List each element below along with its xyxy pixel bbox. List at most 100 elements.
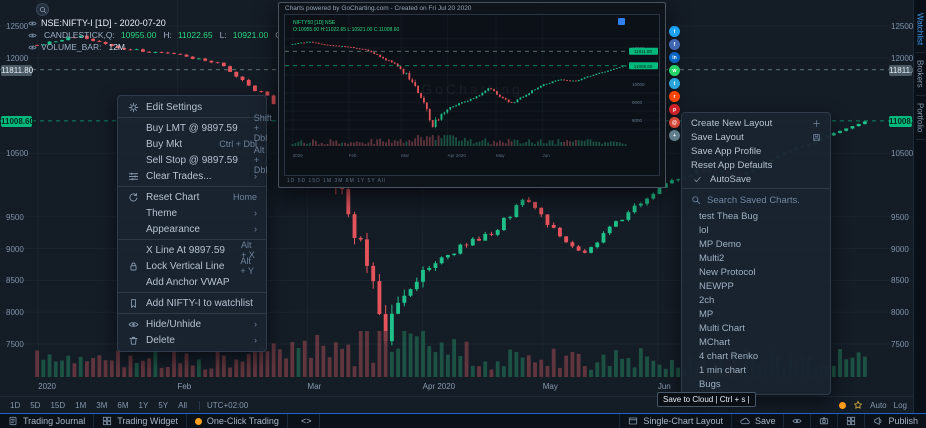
menu-item-buy-mkt[interactable]: Buy Mkt Ctrl + Dbl: [118, 136, 266, 152]
gear-icon-slot: [127, 102, 140, 113]
layout-menu-item-autosave[interactable]: AutoSave: [682, 172, 830, 186]
eye-button[interactable]: [783, 414, 810, 428]
zoom-tool-button[interactable]: [36, 3, 49, 16]
timeframe-3m[interactable]: 3M: [96, 400, 108, 410]
camera-button[interactable]: [810, 414, 837, 428]
timeframe-all[interactable]: All: [178, 400, 188, 410]
menu-item-label: Lock Vertical Line: [146, 260, 225, 272]
favorite-star-icon[interactable]: [853, 400, 863, 410]
menu-item-add-nifty-i-to-watchlist[interactable]: Add NIFTY-I to watchlist: [118, 295, 266, 311]
timeframe-6m[interactable]: 6M: [117, 400, 129, 410]
menu-item-edit-settings[interactable]: Edit Settings: [118, 99, 266, 115]
saved-chart-mp[interactable]: MP: [699, 308, 714, 320]
side-tab-portfolio[interactable]: Portfolio: [915, 96, 925, 141]
share-telegram-icon[interactable]: t: [669, 78, 680, 89]
publish-button[interactable]: Publish: [864, 414, 926, 428]
timeframe-5y[interactable]: 5Y: [158, 400, 169, 410]
saved-chart-mp-demo[interactable]: MP Demo: [699, 238, 742, 250]
timeframe-5d[interactable]: 5D: [30, 400, 41, 410]
eye-icon: [28, 21, 37, 25]
saved-chart-4-chart-renko[interactable]: 4 chart Renko: [699, 350, 759, 362]
high-value: 11022.65: [177, 30, 213, 40]
svg-text:Apr 2020: Apr 2020: [423, 382, 456, 391]
menu-item-sell-stop-9897-59[interactable]: Sell Stop @ 9897.59 Alt + Dbl: [118, 145, 267, 175]
check-icon: [694, 176, 701, 182]
share-reddit-icon[interactable]: r: [669, 91, 680, 102]
saved-chart-1-min-chart[interactable]: 1 min chart: [699, 364, 746, 376]
submenu-arrow-icon: ›: [254, 171, 257, 181]
menu-item-delete[interactable]: Delete ›: [118, 332, 266, 348]
menu-item-label: Clear Trades...: [146, 170, 212, 182]
timeframe-1m[interactable]: 1M: [75, 400, 87, 410]
menu-item-label: Create New Layout: [691, 117, 773, 129]
menu-item-label: Edit Settings: [146, 101, 203, 113]
scale-toggle-log[interactable]: Log: [893, 400, 907, 410]
eye-icon[interactable]: [28, 31, 37, 40]
trading-journal-button[interactable]: Trading Journal: [0, 414, 95, 428]
camera-icon-slot: [819, 416, 829, 426]
share-whatsapp-icon[interactable]: w: [669, 65, 680, 76]
share-facebook-icon[interactable]: f: [669, 39, 680, 50]
trading-widget-button[interactable]: Trading Widget: [94, 414, 187, 428]
widget-button[interactable]: [837, 414, 864, 428]
svg-text:Feb: Feb: [349, 153, 357, 158]
saved-chart-lol[interactable]: lol: [699, 224, 709, 236]
menu-item-reset-chart[interactable]: Reset Chart Home: [118, 189, 266, 205]
notification-dot[interactable]: [839, 401, 847, 409]
saved-chart-2ch[interactable]: 2ch: [699, 294, 715, 306]
saved-chart-newpp[interactable]: NEWPP: [699, 280, 734, 292]
bookmark-icon: [131, 298, 136, 308]
share-pinterest-icon[interactable]: p: [669, 104, 680, 115]
side-tab-brokers[interactable]: Brokers: [915, 53, 925, 96]
button-label: Trading Widget: [117, 416, 178, 426]
saved-chart-new-protocol[interactable]: New Protocol: [699, 266, 756, 278]
timeframe-1d[interactable]: 1D: [10, 400, 21, 410]
saved-charts-search-input[interactable]: Search Saved Charts.: [682, 191, 830, 209]
svg-text:8000: 8000: [632, 118, 643, 123]
menu-item-shortcut: Shift + Dbl: [253, 113, 272, 143]
one-click-trading-button[interactable]: One-Click Trading: [187, 414, 288, 428]
timeframe-1y[interactable]: 1Y: [138, 400, 149, 410]
layout-menu-item-save-layout[interactable]: Save Layout: [682, 130, 830, 144]
menu-item-label: Add NIFTY-I to watchlist: [146, 297, 253, 309]
eye-icon[interactable]: [28, 19, 37, 28]
saved-chart-multi-chart[interactable]: Multi Chart: [699, 322, 745, 334]
share-twitter-icon[interactable]: t: [669, 26, 680, 37]
saved-chart-test-thea-bug[interactable]: test Thea Bug: [699, 210, 758, 222]
side-tab-watchlist[interactable]: Watchlist: [915, 6, 925, 54]
saved-chart-mchart[interactable]: MChart: [699, 336, 731, 348]
saved-chart-multi2[interactable]: Multi2: [699, 252, 725, 264]
eye-icon[interactable]: [28, 43, 37, 52]
share-linkedin-icon[interactable]: in: [669, 52, 680, 63]
menu-item-x-line-at-9897-59[interactable]: X Line At 9897.59 Alt + X: [118, 240, 266, 260]
menu-item-lock-vertical-line[interactable]: Lock Vertical Line Alt + Y: [118, 256, 266, 276]
timeframe-15d[interactable]: 15D: [50, 400, 66, 410]
menu-item-clear-trades[interactable]: Clear Trades... ›: [118, 168, 266, 184]
menu-item-buy-lmt-9897-59[interactable]: Buy LMT @ 9897.59 Shift + Dbl: [118, 113, 272, 143]
saved-chart-bugs[interactable]: Bugs: [699, 378, 721, 390]
svg-text:2020: 2020: [293, 153, 304, 158]
scale-toggle-auto[interactable]: Auto: [870, 400, 887, 410]
snapshot-action-button[interactable]: [618, 18, 625, 25]
timezone-label[interactable]: UTC+02:00: [199, 400, 248, 410]
layout-menu-item-reset-app-defaults[interactable]: Reset App Defaults: [682, 158, 830, 172]
save-button[interactable]: Save: [730, 414, 784, 428]
menu-item-label: X Line At 9897.59: [146, 244, 225, 256]
price-axis-left[interactable]: 12500 12000 10500 9500 9000 8500 8000 7500 11811…: [0, 0, 34, 396]
submenu-arrow-icon: ›: [254, 208, 257, 218]
menu-item-appearance[interactable]: Appearance ›: [118, 221, 266, 237]
menu-item-add-anchor-vwap[interactable]: Add Anchor VWAP: [118, 274, 266, 290]
share-email-icon[interactable]: @: [669, 117, 680, 128]
menu-item-hide-unhide[interactable]: Hide/Unhide ›: [118, 316, 266, 332]
share-more-icon[interactable]: +: [669, 130, 680, 141]
layout-menu-item-create-new-layout[interactable]: Create New Layout: [682, 116, 830, 130]
button-label: Publish: [888, 416, 918, 426]
menu-item-theme[interactable]: Theme ›: [118, 205, 266, 221]
layout-menu-item-save-app-profile[interactable]: Save App Profile: [682, 144, 830, 158]
svg-text:Mar: Mar: [401, 153, 409, 158]
-button[interactable]: <>: [288, 414, 321, 428]
price-axis-right[interactable]: 12500 12000 10500 9500 9000 8500 8000 7500 11811…: [869, 0, 922, 396]
single-chart-layout-button[interactable]: Single-Chart Layout: [619, 414, 731, 428]
journal-icon: [9, 416, 17, 426]
symbol-title[interactable]: NSE:NIFTY-I [1D] - 2020-07-20: [41, 18, 166, 28]
